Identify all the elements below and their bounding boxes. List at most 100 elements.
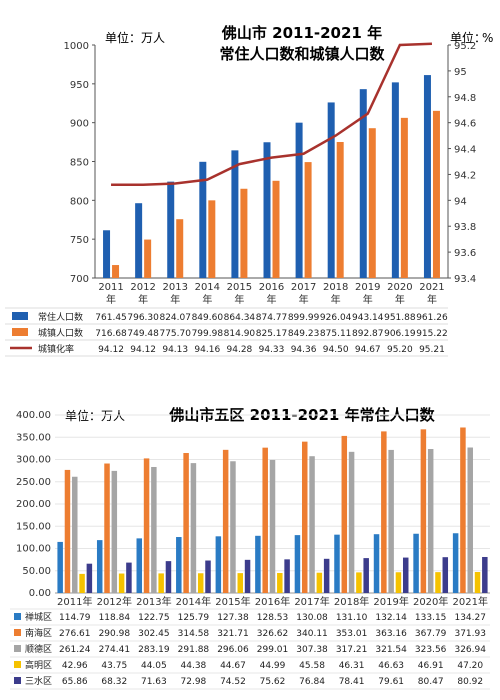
chart2-table-cell: 321.54 xyxy=(375,645,407,655)
chart2-table-cell: 68.32 xyxy=(101,677,127,687)
chart2-bar-district-4 xyxy=(277,572,283,593)
chart1-x-label-year: 2018 xyxy=(323,282,348,293)
chart1-table-cell: 94.12 xyxy=(130,345,156,355)
chart2-table-cell: 72.98 xyxy=(181,677,207,687)
chart1-y2-tick-label: 94 xyxy=(454,196,467,207)
chart1-x-label-suffix: 年 xyxy=(234,293,244,306)
chart1-y-tick-label: 700 xyxy=(70,274,89,285)
chart2-table-cell: 130.08 xyxy=(296,613,328,623)
chart2-y-tick-label: 200.00 xyxy=(16,499,51,510)
chart1-y-tick-label: 900 xyxy=(70,119,89,130)
chart1-x-label-suffix: 年 xyxy=(106,293,116,306)
chart2-x-label: 2012年 xyxy=(97,595,132,608)
chart2-table-cell: 340.11 xyxy=(296,629,328,639)
chart2-table-cell: 44.99 xyxy=(260,661,286,671)
chart2-table-cell: 75.62 xyxy=(260,677,286,687)
chart2-table-cell: 131.10 xyxy=(336,613,368,623)
chart2-bar-district-5 xyxy=(323,558,330,593)
chart2-y-tick-label: 400.00 xyxy=(16,410,51,421)
chart1-x-label-year: 2019 xyxy=(355,282,380,293)
chart1-bar-urban xyxy=(432,110,440,279)
chart1-table-cell: 94.67 xyxy=(355,345,381,355)
chart2-y-tick-label: 250.00 xyxy=(16,477,51,488)
chart2-bar-district-1 xyxy=(373,534,380,593)
chart2-x-label: 2011年 xyxy=(57,595,92,608)
chart1-x-label-suffix: 年 xyxy=(331,293,341,306)
chart2-bar-district-2 xyxy=(301,441,308,593)
chart2-x-label: 2017年 xyxy=(294,595,329,608)
chart2-table-cell: 44.67 xyxy=(220,661,246,671)
chart1-legend-swatch xyxy=(12,328,28,336)
chart2-bar-district-5 xyxy=(205,560,211,593)
chart2-table-cell: 43.75 xyxy=(101,661,127,671)
chart1-y-tick-label: 1000 xyxy=(64,41,89,52)
chart2-legend-label: 三水区 xyxy=(25,675,52,687)
chart2-bar-district-3 xyxy=(111,470,118,593)
chart1-y-tick-label: 800 xyxy=(70,196,89,207)
chart2-bar-district-5 xyxy=(126,562,132,593)
chart2-bar-district-5 xyxy=(284,559,290,593)
chart2-table-cell: 65.86 xyxy=(62,677,88,687)
chart1-table-cell: 906.19 xyxy=(384,329,416,339)
chart1-y2-tick-label: 94.8 xyxy=(454,93,476,104)
chart2-bar-district-3 xyxy=(467,447,473,593)
chart1-rate-line xyxy=(111,42,433,187)
chart1-title-line1: 佛山市 2011-2021 年 xyxy=(221,24,382,42)
chart2-bars xyxy=(57,427,488,593)
chart2-table-cell: 134.27 xyxy=(454,613,486,623)
chart1-table-cell: 961.26 xyxy=(416,313,448,323)
chart2-bar-district-4 xyxy=(79,573,85,593)
chart2-table-cell: 45.58 xyxy=(299,661,325,671)
chart1-bar-resident xyxy=(199,161,207,278)
chart2-bar-district-4 xyxy=(237,573,244,593)
chart1-x-label-suffix: 年 xyxy=(363,293,373,306)
chart1-x-label-year: 2012 xyxy=(130,282,155,293)
chart2-table-cell: 299.01 xyxy=(257,645,289,655)
chart1-x-label-year: 2020 xyxy=(387,282,412,293)
chart1-unit-left: 单位：万人 xyxy=(105,30,165,45)
chart1-table-cell: 95.21 xyxy=(419,345,445,355)
chart1-table-cell: 94.13 xyxy=(162,345,188,355)
chart1-legend-label: 常住人口数 xyxy=(38,311,83,323)
chart2-bar-district-5 xyxy=(442,557,449,593)
chart2-table-cell: 78.41 xyxy=(339,677,365,687)
chart2-table-cell: 127.38 xyxy=(217,613,249,623)
chart1-bars xyxy=(103,75,440,279)
chart1-line-urbanization-rate xyxy=(111,42,433,187)
chart1-x-label-suffix: 年 xyxy=(138,293,148,306)
chart-1: 单位：万人 佛山市 2011-2021 年 常住人口数和城镇人口数 单位： % … xyxy=(5,24,493,357)
chart2-table-cell: 128.53 xyxy=(257,613,289,623)
chart2-x-label: 2020年 xyxy=(413,595,448,608)
chart-2: 单位：万人 佛山市五区 2011-2021 年常住人口数 0.0050.0010… xyxy=(10,406,490,690)
chart2-bar-district-5 xyxy=(244,559,251,593)
chart2-bar-district-2 xyxy=(262,447,268,593)
chart2-table-cell: 46.91 xyxy=(418,661,444,671)
chart2-bar-district-3 xyxy=(151,466,157,593)
chart1-table-cell: 94.33 xyxy=(259,345,285,355)
chart2-bar-district-3 xyxy=(269,459,276,593)
chart1-table-cell: 761.45 xyxy=(95,313,127,323)
chart2-legend-label: 南海区 xyxy=(25,627,52,639)
chart1-table-cell: 892.87 xyxy=(352,329,384,339)
chart1-bar-resident xyxy=(135,203,143,278)
chart2-table-cell: 371.93 xyxy=(454,629,486,639)
chart1-table-cell: 824.07 xyxy=(159,313,191,323)
chart2-bar-district-2 xyxy=(64,469,71,593)
chart2-y-tick-label: 150.00 xyxy=(16,521,51,532)
chart2-bar-district-1 xyxy=(255,535,261,593)
chart2-bar-district-2 xyxy=(222,449,229,593)
chart2-bar-district-4 xyxy=(118,573,125,593)
chart2-y-tick-label: 0.00 xyxy=(29,588,51,599)
chart2-bar-district-4 xyxy=(474,571,481,593)
chart1-bar-resident xyxy=(295,122,303,278)
chart1-bar-resident xyxy=(423,75,431,278)
chart2-table-cell: 44.05 xyxy=(141,661,167,671)
chart2-bar-district-1 xyxy=(452,533,459,593)
chart1-y2-ticks: 93.4 93.6 93.8 94 94.2 94.4 94.6 94.8 95 95.2 xyxy=(448,41,476,285)
chart2-bar-district-1 xyxy=(413,533,419,593)
chart2-table-cell: 132.14 xyxy=(375,613,407,623)
chart2-bar-district-5 xyxy=(402,557,409,593)
chart2-bar-district-5 xyxy=(165,561,172,593)
chart1-table-cell: 94.16 xyxy=(194,345,220,355)
